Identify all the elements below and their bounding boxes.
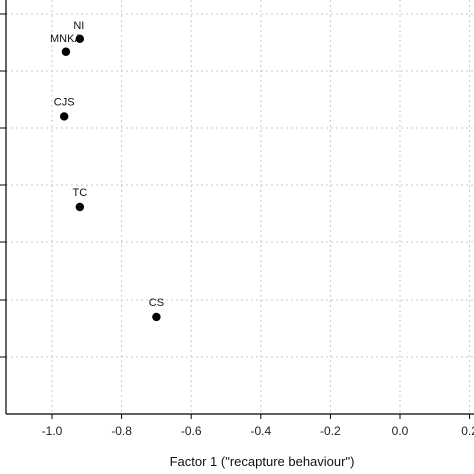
x-axis-title: Factor 1 ("recapture behaviour") xyxy=(170,454,355,469)
data-point xyxy=(61,47,71,56)
data-point xyxy=(75,34,85,44)
data-point xyxy=(152,312,161,322)
data-point xyxy=(59,112,69,121)
x-tick-label: -1.0 xyxy=(42,424,63,438)
data-point-label: CS xyxy=(149,297,164,309)
x-tick-label: -0.2 xyxy=(320,424,341,438)
axes xyxy=(0,0,474,415)
x-tick-label: 0.0 xyxy=(392,424,409,438)
x-tick-label: 0.2 xyxy=(461,424,474,438)
x-tick-labels: -1.0 -0.8 -0.6 -0.4 -0.2 0.0 0.2 xyxy=(42,414,474,438)
x-tick-label: -0.6 xyxy=(181,424,202,438)
x-tick-label: -0.8 xyxy=(111,424,132,438)
data-point-label: CJS xyxy=(54,96,75,108)
data-point-label: NI xyxy=(73,20,84,32)
data-point-label: MNKA xyxy=(50,33,82,45)
grid-lines xyxy=(6,0,474,414)
data-point-label: TC xyxy=(73,187,88,199)
data-point xyxy=(75,202,85,212)
x-tick-label: -0.4 xyxy=(250,424,271,438)
